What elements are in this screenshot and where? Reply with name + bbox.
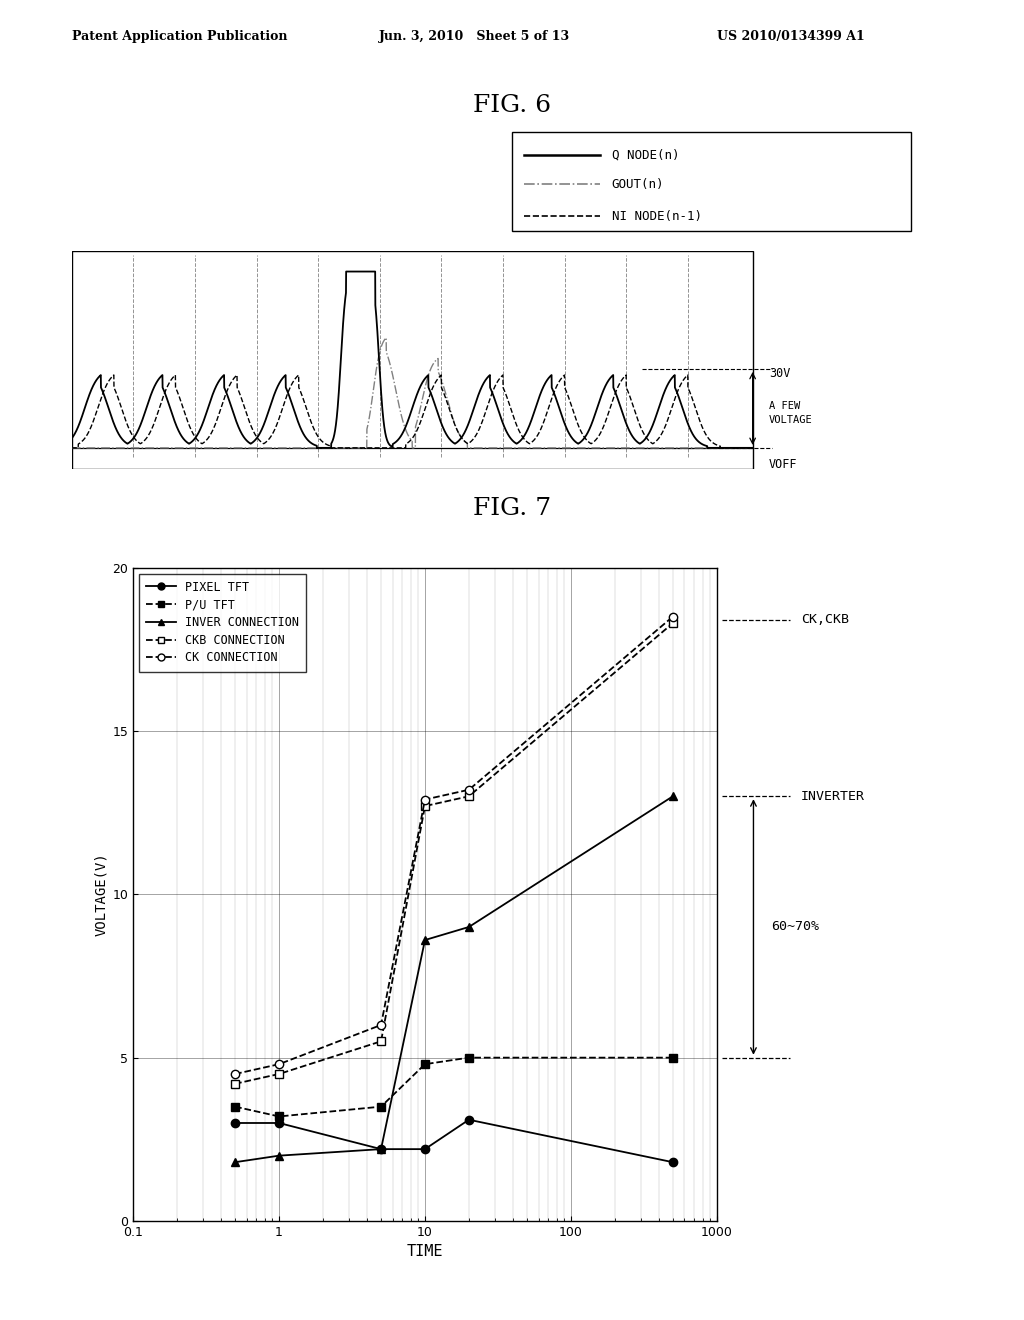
Text: 30V: 30V [769,367,791,380]
Text: A FEW: A FEW [769,401,800,412]
Text: 60~70%: 60~70% [771,920,819,933]
Text: Jun. 3, 2010   Sheet 5 of 13: Jun. 3, 2010 Sheet 5 of 13 [379,30,570,44]
Text: VOLTAGE: VOLTAGE [769,414,813,425]
Legend: PIXEL TFT, P/U TFT, INVER CONNECTION, CKB CONNECTION, CK CONNECTION: PIXEL TFT, P/U TFT, INVER CONNECTION, CK… [139,573,306,672]
Text: Patent Application Publication: Patent Application Publication [72,30,287,44]
Text: VOFF: VOFF [769,458,798,471]
Text: FIG. 7: FIG. 7 [473,496,551,520]
Text: Q NODE(n): Q NODE(n) [612,148,679,161]
X-axis label: TIME: TIME [407,1245,443,1259]
Text: GOUT(n): GOUT(n) [612,178,665,191]
Text: NI NODE(n-1): NI NODE(n-1) [612,210,701,223]
Text: INVERTER: INVERTER [801,789,864,803]
Y-axis label: VOLTAGE(V): VOLTAGE(V) [94,853,109,936]
Text: CK,CKB: CK,CKB [801,614,849,627]
Text: US 2010/0134399 A1: US 2010/0134399 A1 [717,30,864,44]
Text: FIG. 6: FIG. 6 [473,94,551,117]
Bar [72,251,753,469]
